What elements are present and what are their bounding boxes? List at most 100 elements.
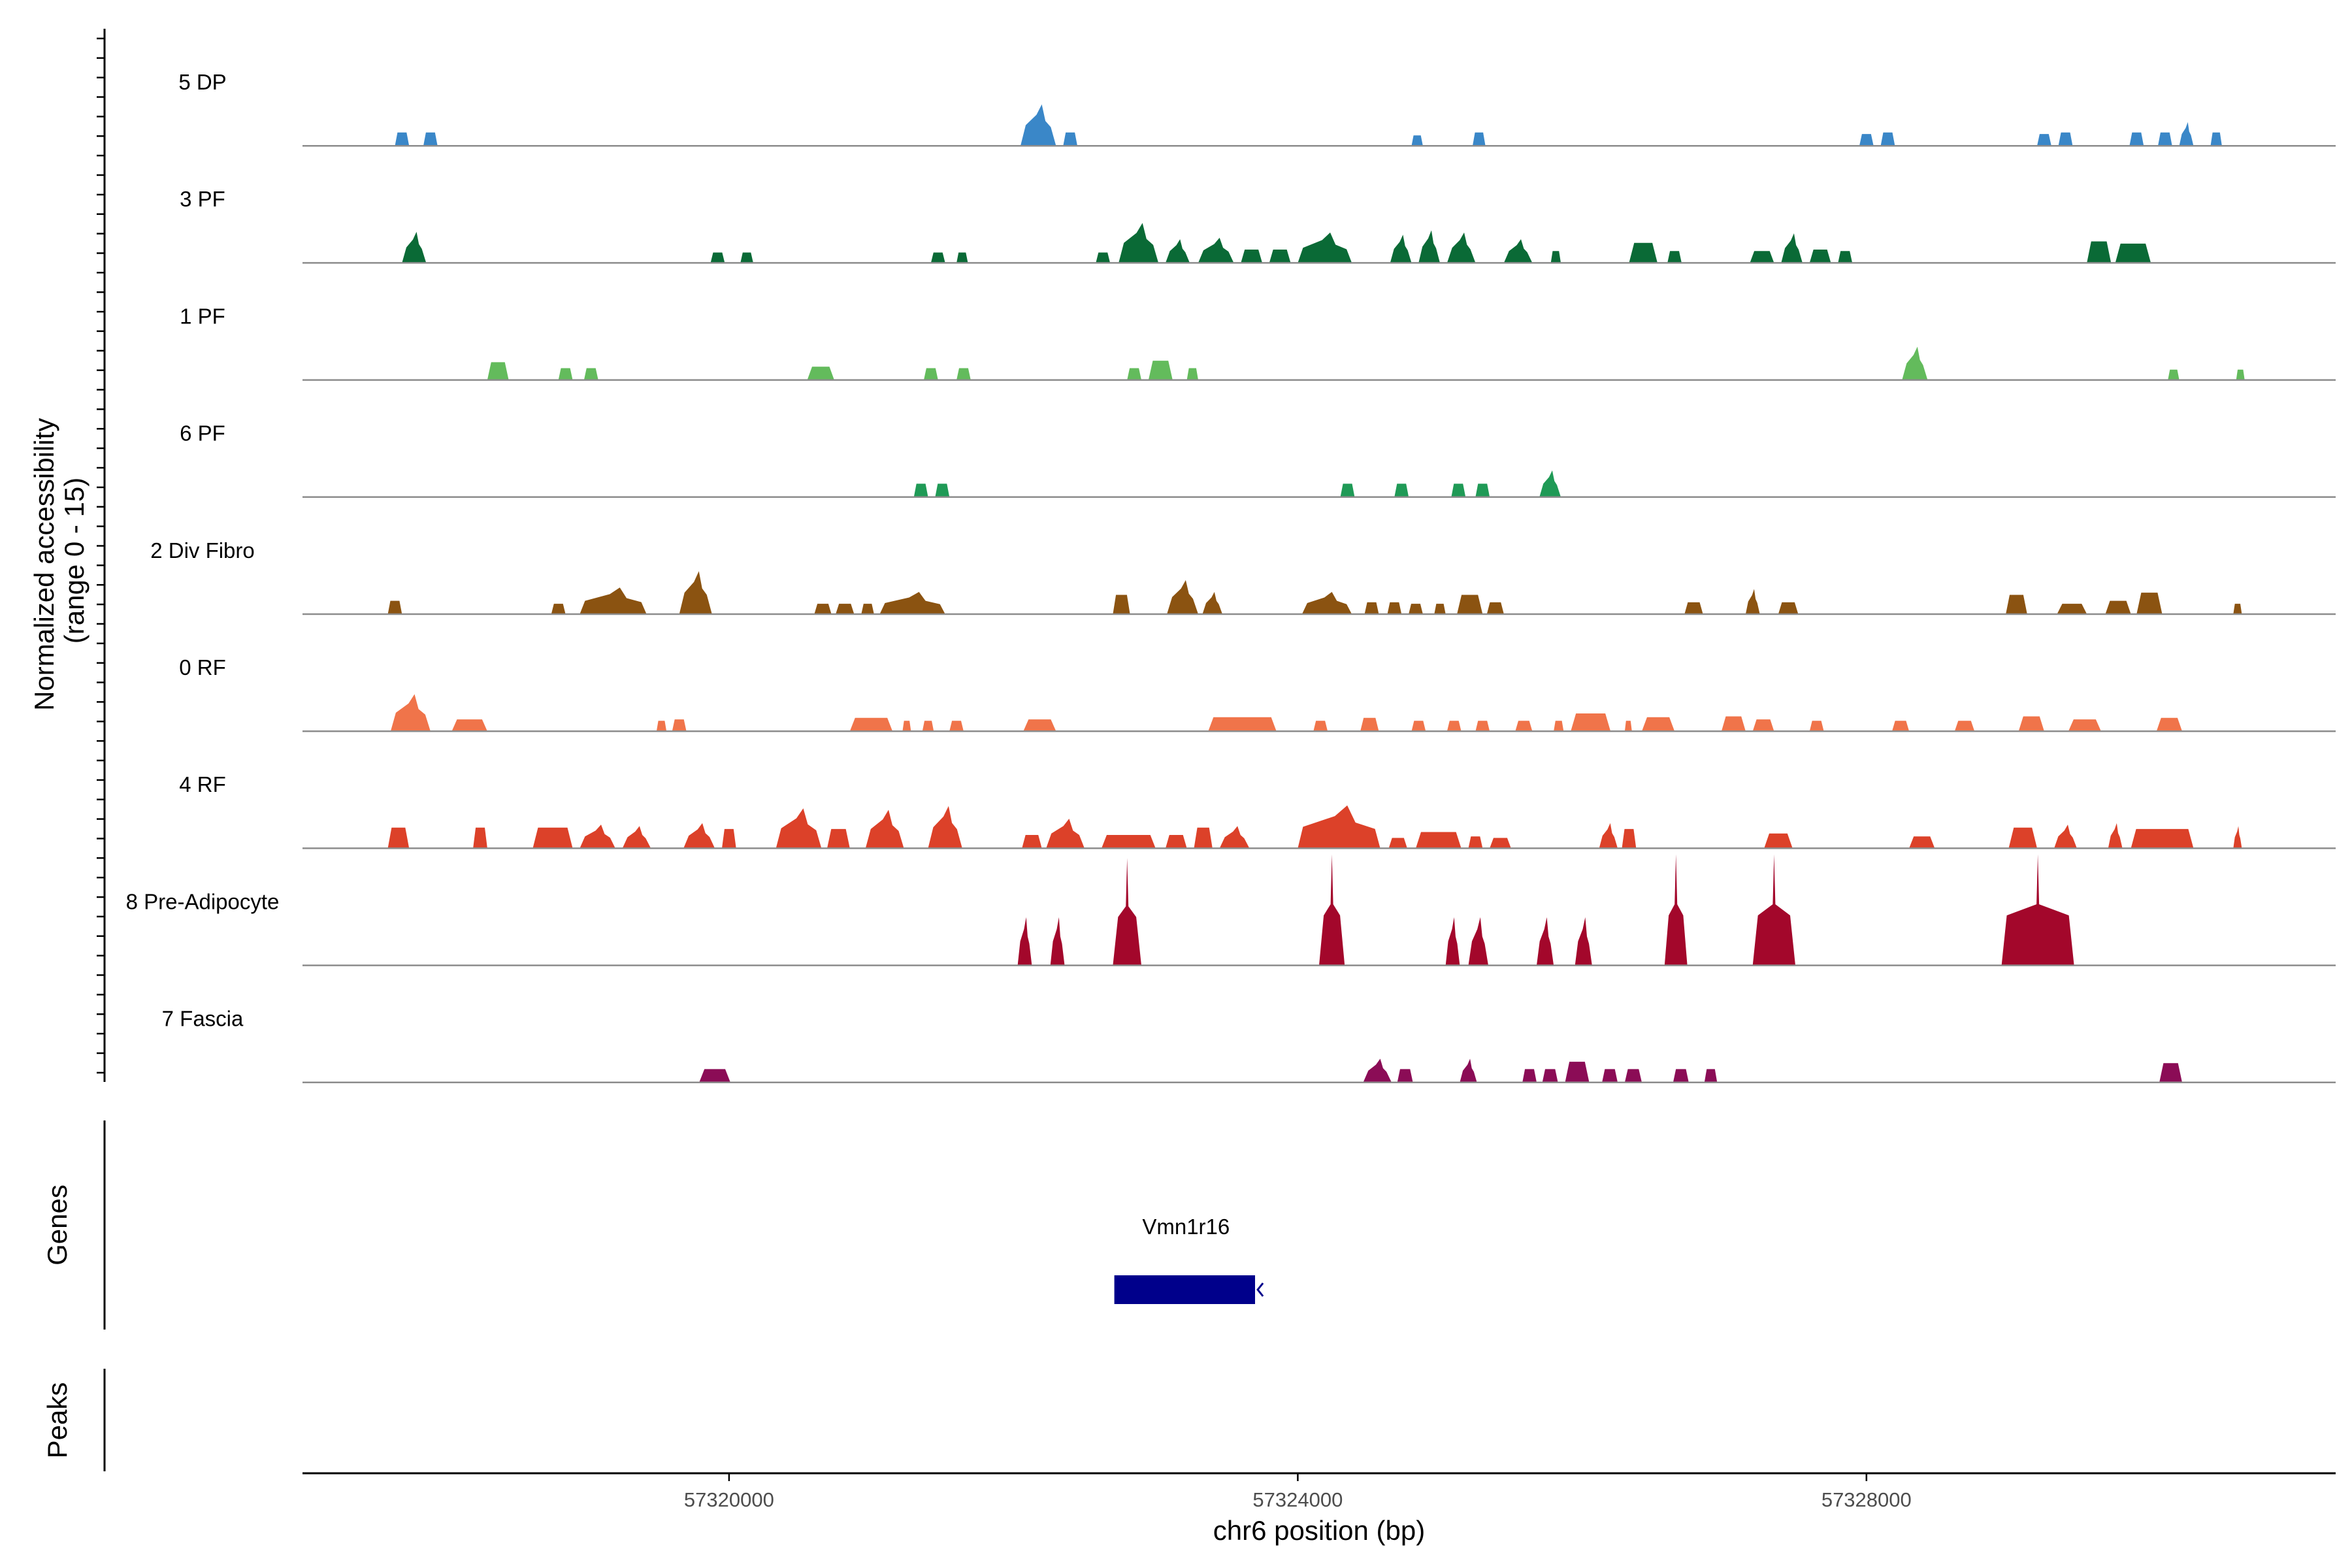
coverage-peak [2115,243,2151,263]
x-axis-ticks: 57320000 57324000 57328000 [684,1473,1912,1511]
coverage-peak [1394,483,1409,497]
gene-body [1114,1275,1255,1304]
coverage-peak [814,604,832,614]
track-7-fascia: 7 Fascia [162,1007,2336,1084]
coverage-peak [387,600,402,614]
coverage-peak [2058,132,2073,146]
coverage-peak [1445,917,1460,966]
coverage-peak [710,252,725,263]
coverage-peak [1486,602,1504,614]
coverage-peak [1622,828,1637,849]
coverage-peak [1301,592,1352,614]
coverage-peak [2057,604,2087,614]
coverage-peak [1468,836,1483,849]
track-3-pf: 3 PF [180,187,2336,264]
coverage-peak [1166,835,1187,849]
coverage-peak [1664,854,1688,966]
x-axis-title: chr6 position (bp) [1213,1515,1426,1546]
genes-label: Genes [42,1184,73,1266]
coverage-peak [807,367,834,380]
coverage-peak [1902,346,1928,380]
coverage-peak [656,721,667,732]
track-4-rf: 4 RF [179,772,2336,849]
coverage-peak [1102,835,1156,849]
coverage-peak [1809,250,1831,263]
coverage-peak [679,571,712,614]
track-label: 2 Div Fibro [150,538,255,563]
coverage-peak [1673,1069,1689,1083]
coverage-peak [1446,721,1462,732]
coverage-peak [1778,602,1799,614]
track-label: 5 DP [178,70,226,94]
coverage-peak [1298,805,1380,849]
coverage-peak [1542,1069,1558,1083]
coverage-peak [1340,483,1355,497]
coverage-peak [1208,717,1277,732]
coverage-peak [1269,250,1291,263]
coverage-peak [776,808,822,849]
track-1-pf: 1 PF [180,304,2336,381]
coverage-peak [924,368,938,380]
strand-arrow-icon [1256,1282,1264,1297]
coverage-peak [1446,232,1476,263]
track-label: 0 RF [179,655,226,679]
coverage-peak [836,604,855,614]
coverage-peak [740,252,753,263]
coverage-peak [1624,1069,1642,1083]
coverage-peak [1451,483,1466,497]
x-tick-label: 57324000 [1252,1488,1343,1511]
coverage-peak [1460,1058,1477,1083]
coverage-peak [865,809,904,849]
coverage-peak [1411,721,1426,732]
coverage-peak [551,604,566,614]
coverage-peak [487,362,509,380]
coverage-peak [1364,602,1379,614]
coverage-peak [913,483,928,497]
coverage-peak [956,368,971,380]
coverage-peak [451,719,487,732]
coverage-peak [1166,239,1190,263]
coverage-peak [2158,132,2172,146]
track-label: 1 PF [180,304,225,328]
coverage-peak [2159,1063,2182,1083]
coverage-peak [1409,604,1423,614]
coverage-peak [1298,232,1352,263]
coverage-peak [699,1069,730,1083]
coverage-peak [1023,719,1056,732]
coverage-peak [1575,917,1592,966]
coverage-peak [1704,1069,1718,1083]
track-2-div-fibro: 2 Div Fibro [150,538,2336,615]
coverage-peak [1954,721,1975,732]
coverage-peak [1457,595,1483,614]
track-label: 3 PF [180,187,225,211]
coverage-peak [1721,716,1746,732]
coverage-peak [583,368,598,380]
coverage-peak [849,717,893,732]
coverage-peak [1241,250,1262,263]
track-label: 4 RF [179,772,226,796]
track-label: 6 PF [180,421,225,446]
coverage-peak [683,823,715,849]
track-label: 7 Fascia [162,1007,244,1031]
track-6-pf: 6 PF [180,421,2336,498]
coverage-peak [949,721,964,732]
coverage-peak [1411,135,1423,146]
gene-name: Vmn1r16 [1142,1215,1230,1239]
coverage-tracks: 5 DP 3 PF 1 PF 6 PF 2 Div Fibro 0 RF 4 RF 8 Pre… [126,70,2336,1084]
coverage-peak [1809,721,1824,732]
coverage-peak [1198,237,1234,263]
coverage-peak [1050,917,1065,966]
coverage-peak [1046,819,1085,849]
coverage-peak [1202,592,1222,614]
x-tick-label: 57320000 [684,1488,774,1511]
coverage-peak [2233,826,2242,849]
coverage-peak [1752,854,1795,966]
coverage-peak [956,252,968,263]
coverage-peak [1667,251,1682,263]
coverage-peak [1021,104,1056,146]
coverage-peak [1892,721,1910,732]
coverage-peak [1418,230,1440,263]
coverage-peak [1363,1058,1392,1083]
